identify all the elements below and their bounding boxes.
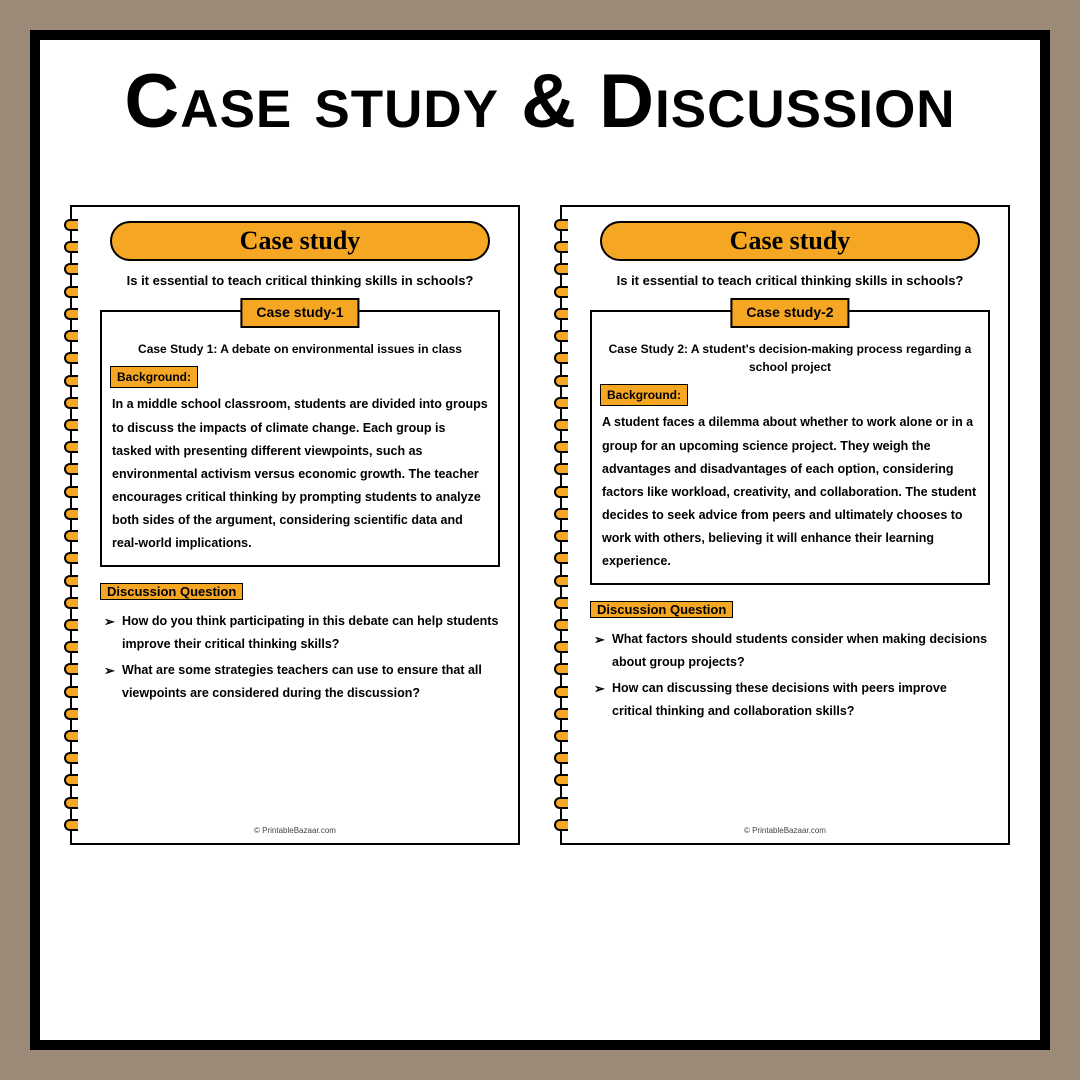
worksheets-container: Case study Is it essential to teach crit…	[70, 205, 1010, 845]
background-label: Background:	[110, 366, 198, 388]
questions-list: What factors should students consider wh…	[590, 628, 990, 722]
case-title: Case Study 2: A student's decision-makin…	[602, 340, 978, 376]
worksheet-subtitle: Is it essential to teach critical thinki…	[100, 273, 500, 288]
case-study-box: Case study-1 Case Study 1: A debate on e…	[100, 310, 500, 567]
question-item: What are some strategies teachers can us…	[104, 659, 500, 704]
question-item: How can discussing these decisions with …	[594, 677, 990, 722]
worksheet-card: Case study Is it essential to teach crit…	[560, 205, 1010, 845]
worksheet-subtitle: Is it essential to teach critical thinki…	[590, 273, 990, 288]
background-label: Background:	[600, 384, 688, 406]
question-item: What factors should students consider wh…	[594, 628, 990, 673]
worksheet-header: Case study	[600, 221, 980, 261]
page-title: Case study & Discussion	[70, 58, 1010, 145]
discussion-question-label: Discussion Question	[100, 583, 243, 600]
case-title: Case Study 1: A debate on environmental …	[112, 340, 488, 358]
case-label-badge: Case study-1	[240, 298, 359, 328]
outer-frame: Case study & Discussion Case study Is it…	[30, 30, 1050, 1050]
worksheet-card: Case study Is it essential to teach crit…	[70, 205, 520, 845]
background-text: In a middle school classroom, students a…	[112, 393, 488, 555]
case-label-badge: Case study-2	[730, 298, 849, 328]
background-text: A student faces a dilemma about whether …	[602, 411, 978, 573]
discussion-question-label: Discussion Question	[590, 601, 733, 618]
questions-list: How do you think participating in this d…	[100, 610, 500, 704]
worksheet-header: Case study	[110, 221, 490, 261]
footer-credit: © PrintableBazaar.com	[72, 826, 518, 835]
spiral-binding	[64, 219, 80, 831]
footer-credit: © PrintableBazaar.com	[562, 826, 1008, 835]
spiral-binding	[554, 219, 570, 831]
question-item: How do you think participating in this d…	[104, 610, 500, 655]
case-study-box: Case study-2 Case Study 2: A student's d…	[590, 310, 990, 585]
